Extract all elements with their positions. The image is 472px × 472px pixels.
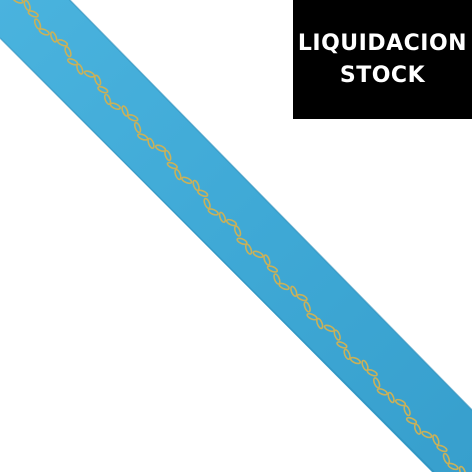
- chain-link: [56, 39, 69, 47]
- chain-link: [266, 265, 279, 273]
- chain-link: [394, 398, 407, 407]
- chain-link: [38, 28, 50, 36]
- chain-link: [207, 208, 219, 216]
- clearance-banner: LIQUIDACION STOCK: [293, 0, 472, 119]
- chain-link: [127, 114, 139, 122]
- banner-line-2: STOCK: [339, 62, 426, 88]
- chain-link: [225, 218, 238, 227]
- chain-link: [109, 102, 121, 110]
- chain-link: [278, 282, 290, 291]
- chain-link: [27, 10, 39, 18]
- chain-link: [303, 301, 311, 313]
- banner-line-1: LIQUIDACION: [297, 30, 468, 56]
- chain-link: [336, 341, 348, 349]
- chain-link: [387, 391, 395, 404]
- chain-link: [333, 329, 341, 341]
- chain-link: [458, 465, 467, 472]
- chain-link: [94, 74, 102, 86]
- chain-link: [133, 121, 142, 134]
- chain-link: [233, 225, 242, 237]
- chain-link: [164, 149, 172, 162]
- chain-link: [436, 444, 448, 453]
- chain-link: [236, 237, 248, 246]
- chain-link: [50, 31, 58, 43]
- chain-link: [403, 404, 411, 417]
- chain-link: [218, 211, 227, 223]
- chain-link: [147, 137, 155, 149]
- chain-link: [366, 369, 378, 377]
- chain-link: [76, 63, 84, 75]
- chain-link: [447, 462, 459, 471]
- chain-link: [405, 416, 418, 425]
- chain-link: [373, 377, 381, 389]
- chain-link: [296, 293, 308, 302]
- chain-link: [376, 388, 388, 396]
- chain-link: [174, 168, 182, 181]
- chain-link: [252, 250, 264, 259]
- chain-link: [413, 423, 422, 435]
- chain-link: [349, 356, 362, 365]
- chain-link: [64, 46, 72, 58]
- gold-chain: [12, 0, 467, 472]
- chain-link: [421, 430, 433, 439]
- chain-link: [181, 176, 193, 185]
- chain-link: [103, 93, 112, 106]
- chain-link: [97, 85, 109, 94]
- chain-link: [316, 317, 324, 330]
- chain-link: [263, 254, 271, 266]
- chain-link: [197, 189, 209, 198]
- chain-link: [121, 105, 129, 117]
- chain-link: [343, 348, 351, 360]
- chain-link: [290, 285, 298, 297]
- chain-link: [244, 243, 253, 255]
- chain-link: [166, 161, 178, 170]
